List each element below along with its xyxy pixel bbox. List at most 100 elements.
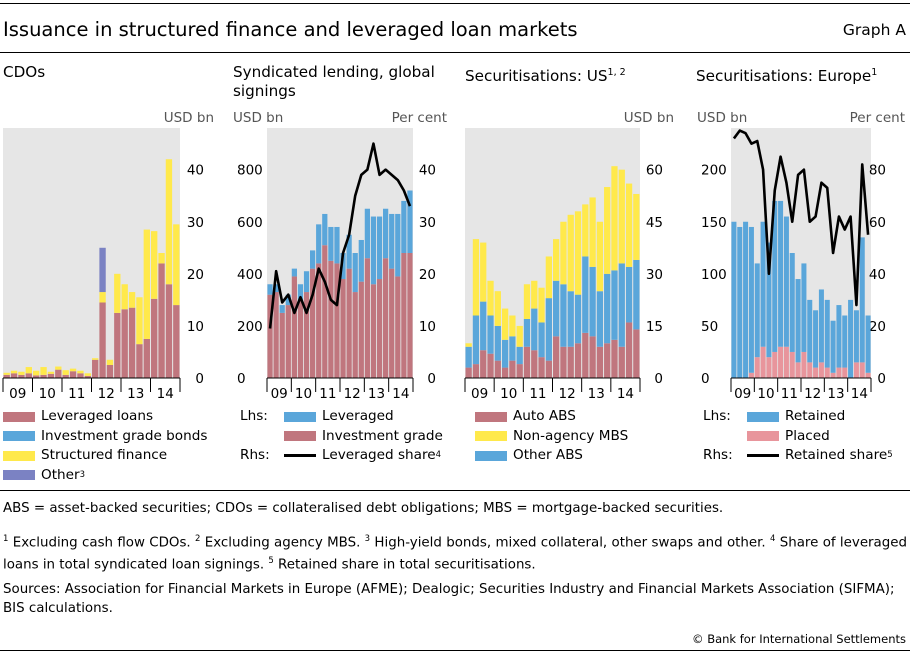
bar-segment — [807, 362, 813, 379]
bar-segment — [509, 315, 516, 337]
bar-segment — [401, 253, 407, 378]
bar-segment — [303, 292, 310, 378]
x-tick-label: 13 — [588, 386, 605, 402]
bottom-rule — [0, 650, 910, 651]
copyright: © Bank for International Settlements — [692, 632, 906, 646]
chart-cdos: USD bn 0 10 20 30 40 09 10 11 12 13 14 — [2, 110, 214, 402]
bar-segment — [121, 309, 128, 378]
bar-segment — [487, 280, 494, 316]
bar-segment — [865, 372, 871, 378]
bar-segment — [465, 367, 472, 378]
legend-item: Other 3 — [3, 466, 207, 486]
bar-segment — [151, 231, 158, 299]
x-tick-label: 13 — [127, 386, 144, 402]
bar-segment — [480, 350, 487, 378]
bar-segment — [128, 307, 136, 378]
x-tick-label: 14 — [157, 386, 174, 402]
bar-segment — [99, 247, 106, 293]
legend-item: Non-agency MBS — [475, 427, 628, 447]
right-tick-label: 40 — [187, 163, 204, 179]
bar-segment — [574, 294, 582, 344]
bar-segment — [760, 346, 766, 378]
bar-segment — [538, 357, 545, 378]
bar-segment — [836, 367, 842, 378]
right-tick-label: 30 — [187, 215, 204, 231]
bar-segment — [346, 268, 352, 379]
bar-segment — [560, 346, 567, 378]
right-tick-label: 0 — [427, 371, 436, 387]
bar-segment — [114, 312, 121, 378]
bar-segment — [516, 364, 523, 378]
bar-segment — [509, 360, 516, 378]
bar-segment — [334, 226, 340, 264]
right-tick-label: 20 — [187, 267, 204, 283]
bar-segment — [830, 320, 836, 373]
legend-item: Investment grade bonds — [3, 427, 207, 447]
bar-segment — [596, 291, 604, 347]
bar-segment — [783, 346, 789, 378]
bar-segment — [589, 336, 596, 378]
chart-securitisations-us: USD bn 0 15 30 45 60 09 10 11 12 13 14 — [464, 110, 674, 402]
bar-segment — [859, 362, 865, 379]
left-tick-label: 200 — [237, 319, 263, 335]
bar-segment — [772, 200, 778, 352]
x-tick-label: 10 — [757, 386, 774, 402]
bar-segment — [173, 224, 180, 306]
bar-segment — [401, 200, 407, 253]
share-line — [268, 142, 412, 329]
bar-segment — [567, 291, 574, 347]
bar-segment — [364, 208, 370, 259]
bar-segment — [121, 284, 128, 310]
bar-segment — [99, 302, 106, 378]
bar-segment — [531, 308, 538, 351]
bar-segment — [604, 273, 611, 344]
panel-title-syndicated: Syndicated lending, global signings — [233, 63, 435, 100]
bar-segment — [395, 276, 401, 378]
bar-segment — [523, 346, 531, 378]
legend-footnote-ref: 5 — [887, 450, 893, 460]
bar-segment — [531, 280, 538, 309]
bar-segment — [824, 367, 830, 378]
legend-axis-prefix: Lhs: — [240, 408, 268, 424]
bar-segment — [62, 370, 69, 375]
bar-segment — [848, 299, 854, 379]
bar-segment — [40, 374, 47, 379]
bar-segment — [62, 374, 69, 379]
bar-segment — [158, 253, 165, 264]
bar-segment — [538, 322, 545, 358]
bar-segment — [106, 364, 114, 378]
bar-segment — [783, 216, 789, 347]
bar-segment — [291, 268, 297, 277]
left-tick-label: 50 — [701, 319, 718, 335]
bar-segment — [389, 213, 395, 269]
bar-segment — [853, 310, 859, 363]
notes-rule — [0, 490, 910, 491]
legend-label: Non-agency MBS — [513, 427, 629, 444]
footnote-text: Excluding cash flow CDOs. — [8, 535, 196, 551]
bar-segment — [322, 213, 328, 246]
legend-axis-prefix: Rhs: — [240, 447, 270, 463]
bar-segment — [523, 284, 531, 319]
bar-segment — [589, 197, 596, 267]
bar-segment — [18, 374, 25, 379]
left-tick-label: 600 — [237, 215, 263, 231]
bar-segment — [273, 292, 279, 378]
legend-label: Investment grade bonds — [41, 427, 208, 444]
bar-segment — [407, 190, 413, 253]
right-tick-label: 40 — [869, 267, 886, 283]
legend-item: Investment grade — [240, 427, 443, 447]
right-tick-label: 60 — [646, 163, 663, 179]
bar-segment — [766, 242, 772, 358]
bar-segment — [818, 362, 824, 379]
legend-swatch — [3, 431, 35, 442]
bar-segment — [560, 284, 567, 347]
bar-segment — [531, 350, 538, 378]
bar-segment — [33, 375, 40, 378]
bar-segment — [297, 284, 304, 300]
bar-segment — [611, 270, 618, 340]
x-tick-label: 12 — [98, 386, 115, 402]
legend-label: Investment grade — [322, 427, 443, 444]
bar-segment — [596, 221, 604, 292]
bar-segment — [501, 308, 509, 340]
right-axis-unit: Per cent — [392, 110, 447, 126]
